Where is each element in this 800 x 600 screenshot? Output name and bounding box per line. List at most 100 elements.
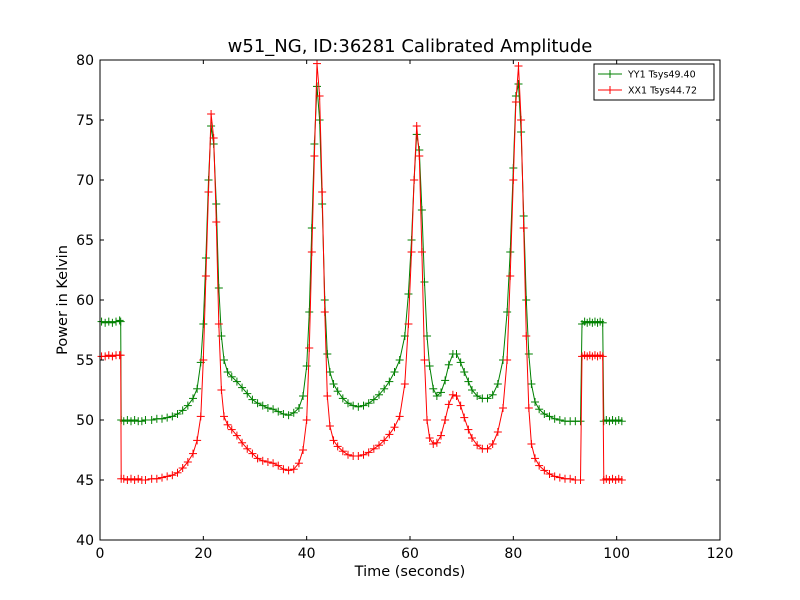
data-point (369, 395, 378, 404)
data-point (425, 362, 434, 370)
data-point (441, 376, 450, 385)
data-point (269, 459, 278, 468)
data-point (527, 440, 536, 448)
data-point (555, 416, 564, 424)
data-point (284, 466, 293, 475)
data-point (178, 406, 187, 415)
data-point (473, 441, 482, 450)
data-point (158, 473, 166, 482)
legend: YY1 Tsys49.40 XX1 Tsys44.72 (593, 63, 715, 101)
data-point (223, 420, 232, 429)
data-point (178, 464, 187, 472)
data-point (299, 392, 308, 400)
data-point (514, 80, 523, 88)
y-tick-label: 50 (76, 413, 94, 429)
data-point (448, 390, 457, 399)
data-point (130, 416, 139, 424)
data-point (375, 390, 383, 399)
y-tick-label: 45 (76, 473, 94, 489)
legend-box (593, 63, 715, 101)
data-point (380, 436, 389, 445)
series-2 (97, 59, 626, 484)
data-point (576, 476, 585, 484)
data-point (116, 351, 125, 360)
legend-label: XX1 Tsys44.72 (628, 86, 697, 97)
data-point (279, 410, 288, 418)
data-point (380, 384, 389, 393)
data-point (598, 318, 607, 327)
y-axis-label: Power in Kelvin (55, 245, 71, 355)
data-point (499, 404, 507, 412)
data-point (163, 413, 172, 422)
data-point (127, 417, 135, 426)
data-point (248, 449, 257, 458)
data-point (212, 218, 221, 226)
data-point (258, 401, 267, 410)
y-tick-label: 60 (76, 293, 94, 309)
data-point (432, 392, 441, 400)
data-point (258, 456, 267, 465)
data-point (390, 368, 399, 376)
data-point (509, 176, 518, 184)
data-point (395, 412, 404, 421)
data-point (220, 412, 228, 421)
data-point (412, 122, 421, 130)
data-point (299, 446, 308, 454)
data-point (101, 352, 110, 361)
data-point (183, 458, 192, 466)
data-point (168, 471, 177, 480)
data-point (168, 412, 177, 421)
data-point (123, 476, 132, 484)
data-point (545, 412, 554, 421)
data-point (400, 380, 409, 388)
data-point (338, 394, 347, 403)
data-point (452, 392, 461, 400)
data-point (522, 332, 531, 340)
data-point (101, 318, 110, 327)
series-line (101, 63, 622, 481)
data-point (535, 461, 544, 470)
data-point (333, 442, 342, 451)
data-point (104, 317, 113, 326)
data-point (517, 116, 526, 124)
data-point (173, 410, 182, 418)
data-point (369, 444, 378, 453)
data-point (566, 474, 575, 483)
data-point (390, 423, 399, 432)
data-point (302, 362, 311, 370)
data-point (333, 387, 342, 396)
data-point (488, 390, 497, 399)
y-tick-label: 40 (76, 533, 94, 549)
legend-label: YY1 Tsys49.40 (627, 70, 696, 81)
data-point (279, 465, 288, 474)
data-point (456, 401, 465, 410)
data-point (473, 392, 482, 400)
data-point (238, 438, 247, 447)
data-point (423, 416, 432, 424)
data-point (137, 417, 146, 426)
data-point (227, 425, 236, 434)
data-point (550, 472, 559, 481)
data-point (444, 400, 453, 409)
data-point (232, 377, 241, 386)
data-point (315, 116, 324, 124)
data-point (307, 248, 316, 256)
data-point (152, 474, 161, 483)
x-tick-label: 80 (504, 546, 522, 562)
data-point (429, 384, 438, 393)
data-point (183, 401, 192, 410)
data-point (115, 316, 124, 325)
data-point (483, 444, 492, 453)
data-point (417, 248, 426, 256)
data-point (349, 401, 358, 410)
data-point (223, 368, 232, 376)
data-point (243, 444, 252, 453)
data-point (404, 320, 413, 328)
data-point (385, 430, 394, 439)
data-point (514, 62, 523, 70)
data-point (320, 308, 329, 316)
data-point (464, 377, 473, 386)
data-point (318, 188, 327, 196)
data-point (214, 320, 223, 328)
